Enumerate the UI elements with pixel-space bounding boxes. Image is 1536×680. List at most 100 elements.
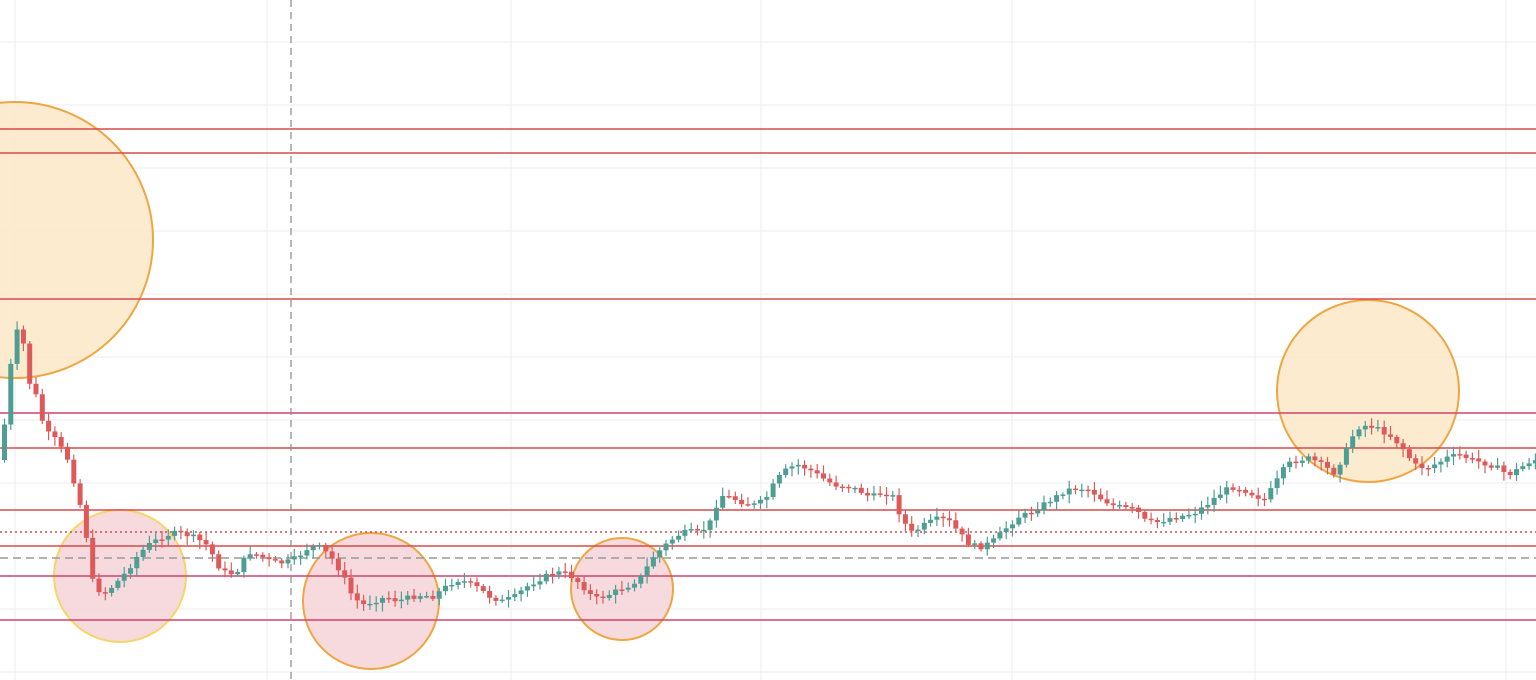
candle-down bbox=[978, 543, 984, 550]
candle-down bbox=[272, 559, 278, 561]
level-lines[interactable] bbox=[0, 128, 1536, 621]
candle-up bbox=[241, 557, 247, 572]
candle-down bbox=[739, 499, 745, 505]
candle-up bbox=[613, 589, 619, 596]
candle-down bbox=[1331, 467, 1337, 475]
candle-down bbox=[1104, 499, 1110, 504]
candle-down bbox=[877, 493, 883, 495]
candle-up bbox=[524, 586, 530, 591]
candle-up bbox=[764, 497, 770, 500]
candle-up bbox=[543, 573, 549, 582]
candle-down bbox=[695, 529, 700, 531]
candle-up bbox=[2, 424, 7, 460]
candle-up bbox=[1003, 528, 1009, 533]
candle-up bbox=[1362, 425, 1368, 430]
candle-down bbox=[159, 539, 165, 541]
highlight-circle[interactable] bbox=[0, 101, 154, 379]
candle-down bbox=[814, 470, 820, 474]
candle-down bbox=[184, 532, 190, 537]
candle-down bbox=[33, 383, 39, 395]
candle-down bbox=[562, 571, 568, 573]
candle-up bbox=[1117, 505, 1123, 507]
candle-up bbox=[688, 529, 694, 531]
candle-down bbox=[1091, 489, 1097, 495]
candle-down bbox=[203, 540, 209, 545]
candle-up bbox=[556, 571, 562, 575]
candle-down bbox=[1325, 461, 1330, 468]
candle-down bbox=[83, 504, 89, 538]
candle-down bbox=[1463, 454, 1469, 459]
candle-down bbox=[839, 486, 845, 489]
candle-down bbox=[802, 464, 808, 469]
candle-up bbox=[1180, 515, 1186, 520]
highlight-circle[interactable] bbox=[1276, 299, 1460, 483]
candle-down bbox=[550, 573, 556, 576]
candle-down bbox=[1154, 519, 1160, 523]
candle-up bbox=[915, 529, 921, 532]
candle-up bbox=[134, 556, 140, 569]
candle-up bbox=[1224, 487, 1230, 495]
candle-down bbox=[1369, 425, 1375, 428]
candle-down bbox=[940, 516, 946, 519]
candle-down bbox=[1482, 461, 1488, 466]
candle-up bbox=[304, 550, 310, 556]
candle-down bbox=[1110, 503, 1116, 506]
candle-up bbox=[1343, 447, 1349, 465]
candle-up bbox=[398, 599, 404, 602]
highlight-circle[interactable] bbox=[302, 532, 440, 670]
candle-up bbox=[638, 575, 644, 584]
candle-up bbox=[1337, 464, 1343, 475]
candle-up bbox=[1514, 469, 1519, 476]
candle-down bbox=[1381, 427, 1387, 435]
candle-down bbox=[821, 473, 826, 479]
candle-down bbox=[1136, 507, 1141, 512]
candle-down bbox=[468, 581, 474, 583]
candle-down bbox=[197, 534, 203, 541]
candle-down bbox=[732, 496, 738, 500]
candle-down bbox=[1123, 505, 1129, 507]
candle-up bbox=[191, 534, 196, 537]
candle-up bbox=[235, 571, 241, 575]
candle-up bbox=[380, 597, 385, 603]
candle-up bbox=[247, 554, 253, 558]
candle-down bbox=[1457, 454, 1463, 456]
candle-up bbox=[1054, 495, 1060, 502]
candle-down bbox=[474, 582, 480, 587]
candle-down bbox=[1400, 443, 1406, 450]
candle-down bbox=[1262, 498, 1267, 501]
candle-up bbox=[1520, 466, 1526, 470]
candle-up bbox=[1287, 461, 1293, 468]
candle-up bbox=[928, 519, 934, 523]
candle-up bbox=[921, 522, 927, 530]
candle-up bbox=[1268, 488, 1274, 500]
candle-up bbox=[1299, 460, 1305, 463]
candle-up bbox=[701, 529, 707, 532]
candle-up bbox=[172, 530, 178, 536]
candle-up bbox=[934, 516, 940, 520]
candle-down bbox=[1469, 458, 1475, 460]
candle-down bbox=[77, 483, 83, 505]
candle-down bbox=[1318, 460, 1324, 462]
candle-down bbox=[902, 514, 908, 524]
candle-up bbox=[1199, 507, 1204, 514]
candle-down bbox=[726, 495, 732, 498]
candle-down bbox=[266, 557, 272, 560]
candle-up bbox=[1532, 460, 1536, 464]
candle-up bbox=[417, 596, 423, 599]
candle-up bbox=[1047, 501, 1053, 504]
candle-up bbox=[128, 568, 133, 574]
candle-down bbox=[209, 544, 215, 555]
candle-up bbox=[1167, 518, 1173, 522]
candle-up bbox=[1280, 467, 1286, 479]
candle-down bbox=[1507, 471, 1513, 476]
candle-down bbox=[260, 554, 266, 558]
candle-up bbox=[455, 582, 461, 585]
candle-down bbox=[865, 492, 871, 496]
candle-up bbox=[1495, 465, 1501, 468]
candle-down bbox=[58, 437, 64, 447]
candle-up bbox=[1350, 436, 1356, 448]
candle-down bbox=[342, 570, 348, 578]
candle-up bbox=[758, 499, 763, 504]
